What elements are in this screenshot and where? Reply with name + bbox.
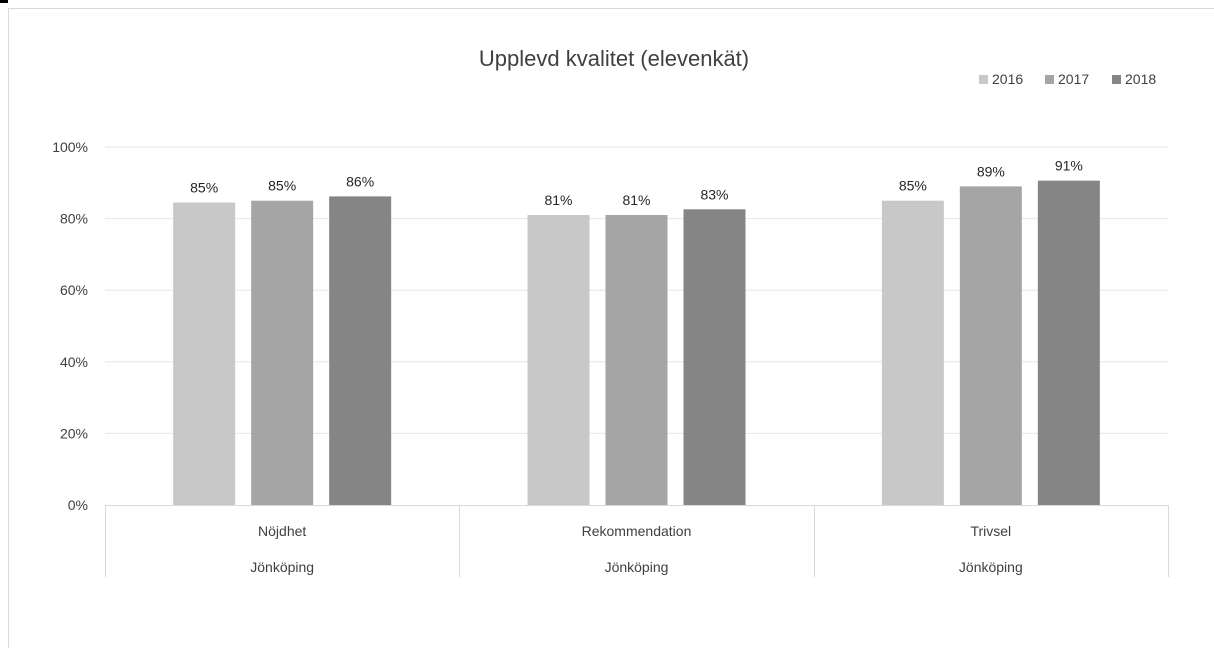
bar-2017-2 [959, 186, 1022, 505]
bar-2018-1 [683, 209, 746, 506]
data-label: 91% [1055, 158, 1083, 174]
y-tick-label: 100% [52, 139, 88, 155]
data-label: 83% [700, 186, 728, 202]
legend-swatch-2018 [1112, 75, 1121, 84]
bar-2018-2 [1037, 180, 1100, 506]
x-group-label: Jönköping [250, 559, 314, 575]
x-group-label: Jönköping [959, 559, 1023, 575]
bar-2016-1 [527, 215, 590, 505]
legend-swatch-2017 [1045, 75, 1054, 84]
data-label: 85% [190, 179, 218, 195]
x-category-label: Trivsel [970, 523, 1011, 539]
data-label: 85% [268, 178, 296, 194]
bar-2016-2 [881, 200, 944, 505]
y-tick-label: 40% [60, 354, 88, 370]
data-label: 81% [544, 192, 572, 208]
data-label: 81% [622, 192, 650, 208]
corner-mark [0, 0, 8, 3]
y-tick-label: 60% [60, 282, 88, 298]
data-label: 85% [899, 178, 927, 194]
bar-2018-0 [329, 196, 392, 506]
legend-label-2016: 2016 [992, 71, 1023, 87]
bar-2017-0 [251, 200, 314, 505]
legend-label-2018: 2018 [1125, 71, 1156, 87]
legend-label-2017: 2017 [1058, 71, 1089, 87]
chart-title: Upplevd kvalitet (elevenkät) [479, 46, 749, 71]
data-label: 89% [977, 163, 1005, 179]
x-category-label: Nöjdhet [258, 523, 306, 539]
bar-2017-1 [605, 215, 668, 505]
x-category-label: Rekommendation [582, 523, 692, 539]
y-tick-label: 20% [60, 425, 88, 441]
x-group-label: Jönköping [605, 559, 669, 575]
legend-swatch-2016 [979, 75, 988, 84]
data-label: 86% [346, 173, 374, 189]
bar-2016-0 [173, 202, 236, 506]
y-tick-label: 80% [60, 211, 88, 227]
y-tick-label: 0% [68, 497, 88, 513]
